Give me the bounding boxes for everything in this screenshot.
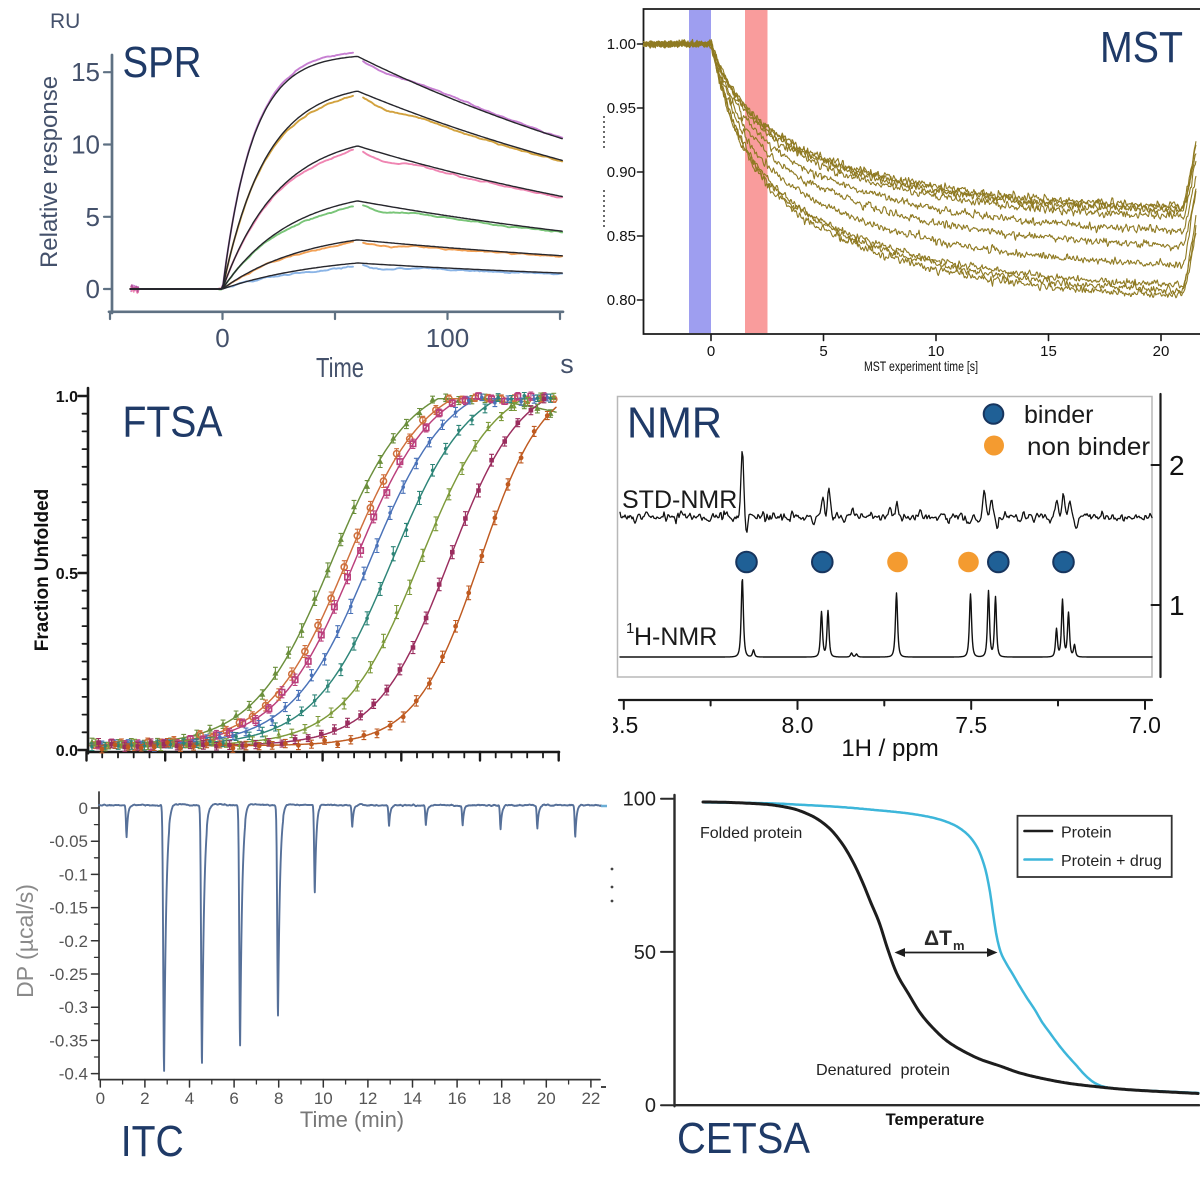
svg-text:18: 18 — [492, 1089, 511, 1108]
svg-text:10: 10 — [71, 130, 100, 160]
svg-text:15: 15 — [1040, 343, 1057, 360]
svg-text:7.5: 7.5 — [955, 712, 987, 738]
svg-text:50: 50 — [634, 942, 656, 964]
svg-text:4: 4 — [185, 1089, 194, 1108]
svg-text:Time (min): Time (min) — [300, 1107, 404, 1132]
svg-text:100: 100 — [623, 789, 656, 811]
svg-text:NMR: NMR — [627, 399, 722, 448]
svg-text:0.95: 0.95 — [607, 100, 636, 117]
svg-text:8: 8 — [274, 1089, 283, 1108]
svg-text:-0.25: -0.25 — [49, 965, 88, 984]
svg-text:0: 0 — [79, 799, 88, 818]
svg-text:Denatured protein: Denatured protein — [816, 1062, 950, 1079]
svg-text:0.5: 0.5 — [56, 566, 78, 583]
svg-text:20: 20 — [1153, 343, 1170, 360]
svg-text:Protein + drug: Protein + drug — [1061, 853, 1162, 870]
svg-text:Temperature: Temperature — [886, 1111, 985, 1129]
svg-text:m: m — [953, 938, 965, 953]
svg-text:DP (µcal/s): DP (µcal/s) — [12, 884, 38, 998]
svg-text:CETSA: CETSA — [677, 1114, 811, 1163]
svg-text:15: 15 — [71, 57, 100, 87]
svg-text:10: 10 — [928, 343, 945, 360]
svg-text:H-NMR: H-NMR — [634, 623, 717, 651]
svg-text:STD-NMR: STD-NMR — [622, 486, 737, 514]
svg-text:-0.15: -0.15 — [49, 899, 88, 918]
svg-text:ITC: ITC — [121, 1117, 184, 1166]
svg-text:-0.05: -0.05 — [49, 832, 88, 851]
svg-text:ΔT: ΔT — [924, 927, 952, 950]
svg-text:6: 6 — [229, 1089, 238, 1108]
svg-text:0.0: 0.0 — [56, 743, 78, 760]
svg-text:Relative response: Relative response — [36, 76, 63, 268]
svg-text:16: 16 — [448, 1089, 467, 1108]
svg-text:1.00: 1.00 — [607, 36, 636, 53]
svg-text:0.80: 0.80 — [607, 292, 636, 309]
svg-text:Protein: Protein — [1061, 825, 1112, 842]
svg-text:1: 1 — [1169, 590, 1185, 621]
svg-text:-0.2: -0.2 — [59, 932, 88, 951]
svg-text:14: 14 — [403, 1089, 422, 1108]
svg-text:22: 22 — [581, 1089, 600, 1108]
svg-text:0: 0 — [96, 1089, 105, 1108]
svg-text:8.0: 8.0 — [782, 712, 814, 738]
svg-text:0: 0 — [86, 274, 100, 304]
svg-text:5: 5 — [819, 343, 827, 360]
svg-text:-0.4: -0.4 — [59, 1065, 88, 1084]
svg-text:MST: MST — [1100, 23, 1183, 72]
svg-text:7.0: 7.0 — [1129, 712, 1161, 738]
svg-text:0: 0 — [215, 323, 229, 353]
svg-text:Folded protein: Folded protein — [700, 825, 802, 842]
svg-text:Time: Time — [316, 352, 364, 383]
svg-text:binder: binder — [1024, 401, 1094, 429]
svg-text:5: 5 — [86, 202, 100, 232]
svg-text:-0.3: -0.3 — [59, 998, 88, 1017]
svg-text:10: 10 — [314, 1089, 333, 1108]
svg-text:1: 1 — [626, 620, 634, 637]
svg-text:2: 2 — [140, 1089, 149, 1108]
svg-text:-0.35: -0.35 — [49, 1031, 88, 1050]
svg-text:FTSA: FTSA — [123, 398, 224, 447]
svg-text:0: 0 — [707, 343, 715, 360]
svg-text:Fraction Unfolded: Fraction Unfolded — [32, 489, 53, 652]
svg-text:0.90: 0.90 — [607, 164, 636, 181]
svg-text:MST experiment time [s]: MST experiment time [s] — [864, 358, 978, 374]
svg-text:RU: RU — [50, 10, 80, 33]
svg-text:12: 12 — [358, 1089, 377, 1108]
svg-text:s: s — [560, 349, 574, 379]
svg-text:1.0: 1.0 — [56, 389, 78, 406]
svg-text:0.85: 0.85 — [607, 228, 636, 245]
svg-text:0: 0 — [645, 1095, 656, 1117]
svg-text:-0.1: -0.1 — [59, 865, 88, 884]
svg-text:SPR: SPR — [123, 38, 202, 87]
svg-text:20: 20 — [537, 1089, 556, 1108]
svg-text:2: 2 — [1169, 450, 1185, 481]
svg-text:100: 100 — [426, 323, 469, 353]
svg-text:1H / ppm: 1H / ppm — [841, 735, 938, 762]
svg-text:non binder: non binder — [1027, 433, 1150, 461]
